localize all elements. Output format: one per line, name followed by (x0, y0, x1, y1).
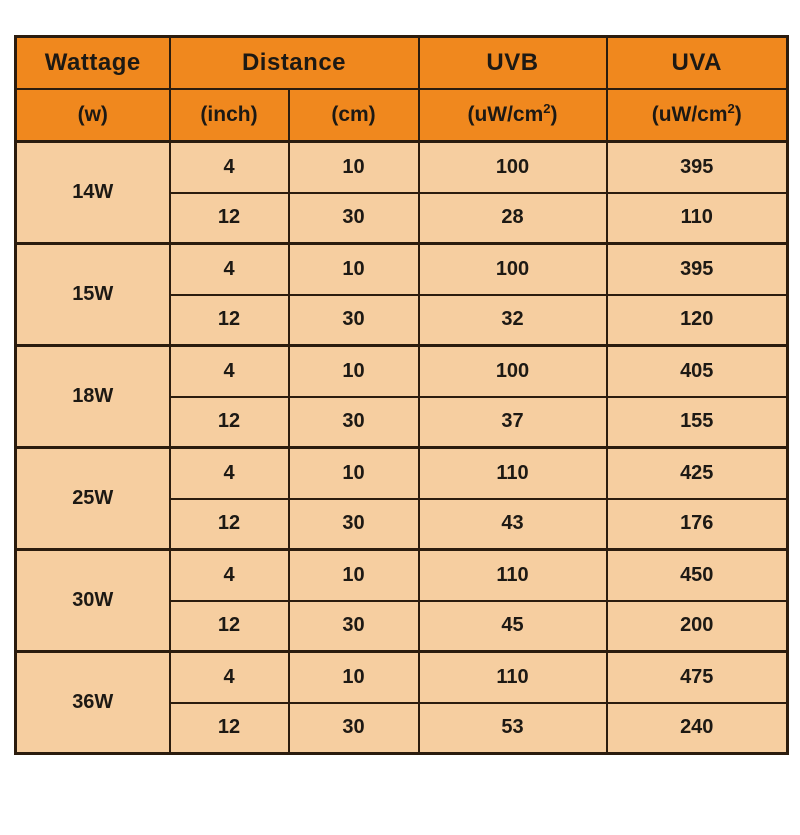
uva-cell: 120 (605, 293, 789, 347)
uvb-cell: 100 (417, 344, 608, 398)
wattage-cell: 14W (14, 140, 171, 245)
uva-cell: 240 (605, 701, 789, 755)
uva-cell: 475 (605, 650, 789, 704)
uvb-cell: 28 (417, 191, 608, 245)
table-row: 12 30 28 110 (16, 191, 789, 245)
unit-cm: (cm) (287, 87, 420, 143)
uva-cell: 110 (605, 191, 789, 245)
uva-cell: 405 (605, 344, 789, 398)
header-row-main: Wattage Distance UVB UVA (14, 35, 789, 90)
unit-uvb-suffix: ) (550, 102, 558, 126)
inch-cell: 4 (168, 446, 290, 500)
inch-cell: 12 (168, 497, 290, 551)
uvb-cell: 100 (417, 242, 608, 296)
wattage-cell: 18W (14, 344, 171, 449)
inch-cell: 4 (168, 548, 290, 602)
uvb-cell: 110 (417, 548, 608, 602)
table-row: 14W 4 10 100 395 (14, 140, 789, 245)
uvb-cell: 45 (417, 599, 608, 653)
wattage-cell: 30W (14, 548, 171, 653)
uvb-cell: 100 (417, 140, 608, 194)
uv-output-spec-table: Wattage Distance UVB UVA (w) (inch) (cm)… (14, 35, 789, 755)
table-row: 12 30 32 120 (16, 293, 789, 347)
unit-uva-suffix: ) (734, 102, 742, 126)
inch-cell: 4 (168, 242, 290, 296)
cm-cell: 30 (287, 599, 420, 653)
wattage-cell: 15W (14, 242, 171, 347)
unit-uva-prefix: (uW/cm (651, 102, 728, 126)
cm-cell: 30 (287, 395, 420, 449)
table-row: 36W 4 10 110 475 (14, 650, 789, 755)
uvb-cell: 110 (417, 446, 608, 500)
uvb-cell: 43 (417, 497, 608, 551)
cm-cell: 10 (287, 548, 420, 602)
table-row: 18W 4 10 100 405 (14, 344, 789, 449)
uva-cell: 395 (605, 242, 789, 296)
table-row: 15W 4 10 100 395 (14, 242, 789, 347)
uva-cell: 425 (605, 446, 789, 500)
uva-cell: 395 (605, 140, 789, 194)
unit-inch: (inch) (168, 87, 290, 143)
inch-cell: 4 (168, 344, 290, 398)
cm-cell: 30 (287, 497, 420, 551)
table-row: 30W 4 10 110 450 (14, 548, 789, 653)
table-row: 12 30 45 200 (16, 599, 789, 653)
cm-cell: 10 (287, 344, 420, 398)
unit-uvb-prefix: (uW/cm (467, 102, 544, 126)
uvb-cell: 37 (417, 395, 608, 449)
uvb-cell: 32 (417, 293, 608, 347)
inch-cell: 12 (168, 395, 290, 449)
inch-cell: 4 (168, 650, 290, 704)
cm-cell: 30 (287, 191, 420, 245)
table-row: 12 30 53 240 (16, 701, 789, 755)
col-header-uvb: UVB (417, 35, 608, 90)
cm-cell: 10 (287, 446, 420, 500)
col-header-distance: Distance (168, 35, 420, 90)
unit-uvb-superscript: 2 (543, 100, 551, 116)
cm-cell: 10 (287, 140, 420, 194)
unit-uva-superscript: 2 (727, 100, 735, 116)
uva-cell: 155 (605, 395, 789, 449)
table-row: 25W 4 10 110 425 (14, 446, 789, 551)
uvb-cell: 110 (417, 650, 608, 704)
wattage-cell: 25W (14, 446, 171, 551)
cm-cell: 30 (287, 293, 420, 347)
unit-uvb: (uW/cm2) (417, 87, 608, 143)
uvb-cell: 53 (417, 701, 608, 755)
cm-cell: 10 (287, 650, 420, 704)
cm-cell: 10 (287, 242, 420, 296)
inch-cell: 12 (168, 191, 290, 245)
uva-cell: 450 (605, 548, 789, 602)
table-body: 14W 4 10 100 395 12 30 28 110 15W 4 10 1… (14, 140, 789, 755)
unit-uva: (uW/cm2) (605, 87, 789, 143)
cm-cell: 30 (287, 701, 420, 755)
wattage-cell: 36W (14, 650, 171, 755)
col-header-wattage: Wattage (14, 35, 171, 90)
table-row: 12 30 43 176 (16, 497, 789, 551)
inch-cell: 12 (168, 293, 290, 347)
inch-cell: 12 (168, 701, 290, 755)
col-header-uva: UVA (605, 35, 789, 90)
inch-cell: 4 (168, 140, 290, 194)
table-row: 12 30 37 155 (16, 395, 789, 449)
uva-cell: 176 (605, 497, 789, 551)
inch-cell: 12 (168, 599, 290, 653)
header-row-units: (w) (inch) (cm) (uW/cm2) (uW/cm2) (14, 87, 789, 143)
unit-wattage: (w) (14, 87, 171, 143)
uva-cell: 200 (605, 599, 789, 653)
table-header: Wattage Distance UVB UVA (w) (inch) (cm)… (14, 35, 789, 143)
